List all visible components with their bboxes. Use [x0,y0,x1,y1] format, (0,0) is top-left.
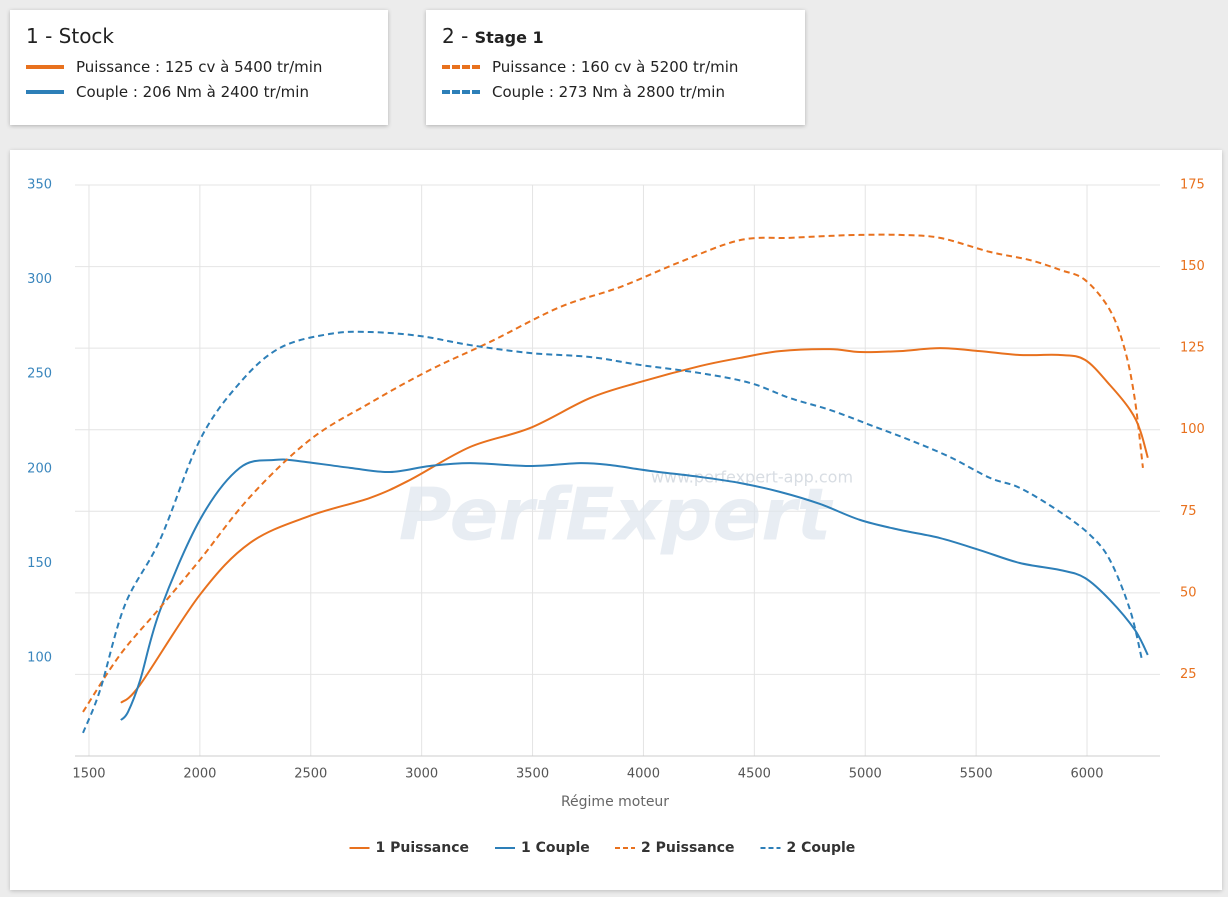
x-tick-label: 6000 [1070,767,1103,782]
swatch [442,89,480,94]
card-line: Puissance : 160 cv à 5200 tr/min [492,57,739,76]
legend-label: 1 Puissance [376,840,470,856]
card-line: Puissance : 125 cv à 5400 tr/min [76,57,323,76]
legend-label: 2 Puissance [641,840,735,856]
card-line: Couple : 273 Nm à 2800 tr/min [492,82,725,101]
line [82,233,1144,713]
y2-tick-label: 50 [1180,585,1197,600]
y2-tick-label: 25 [1180,667,1197,682]
y2-tick-label: 150 [1180,259,1205,274]
card-title: 1 - Stock [26,24,115,48]
y2-tick-label: 75 [1180,504,1197,519]
x-tick-label: 2500 [294,767,327,782]
y-tick-label: 150 [27,556,52,571]
x-tick-label: 3000 [405,767,438,782]
y-tick-label: 200 [27,461,52,476]
x-tick-label: 5000 [849,767,882,782]
swatch [442,64,480,69]
x-tick-label: 5500 [960,767,993,782]
x-tick-label: 1500 [72,767,105,782]
x-tick-label: 4500 [738,767,771,782]
card-title-prefix: 2 - [442,24,475,48]
x-tick-label: 3500 [516,767,549,782]
legend-label: 2 Couple [787,840,856,856]
swatch [26,89,64,94]
card: 2 - Stage 1 Puissance : 160 cv à 5200 tr… [426,10,805,125]
y2-tick-label: 175 [1180,178,1205,193]
line [120,347,1149,704]
line [82,330,1144,734]
y-tick-label: 100 [27,650,52,665]
y-tick-label: 300 [27,272,52,287]
card-title-bold: Stage 1 [474,28,544,47]
y2-tick-label: 100 [1180,422,1205,437]
line [120,458,1149,721]
watermark-url: www.perfexpert-app.com [651,468,853,487]
legend-label: 1 Couple [521,840,590,856]
y-tick-label: 250 [27,367,52,382]
y2-tick-label: 125 [1180,341,1205,356]
x-tick-label: 4000 [627,767,660,782]
x-axis-title: Régime moteur [561,794,669,810]
chart-panel [10,150,1222,890]
y-tick-label: 350 [27,178,52,193]
card-title: 2 - Stage 1 [442,24,789,48]
x-tick-label: 2000 [183,767,216,782]
card-line: Couple : 206 Nm à 2400 tr/min [76,82,309,101]
card: 1 - Stock Puissance : 125 cv à 5400 tr/m… [10,10,388,125]
swatch [26,64,64,69]
